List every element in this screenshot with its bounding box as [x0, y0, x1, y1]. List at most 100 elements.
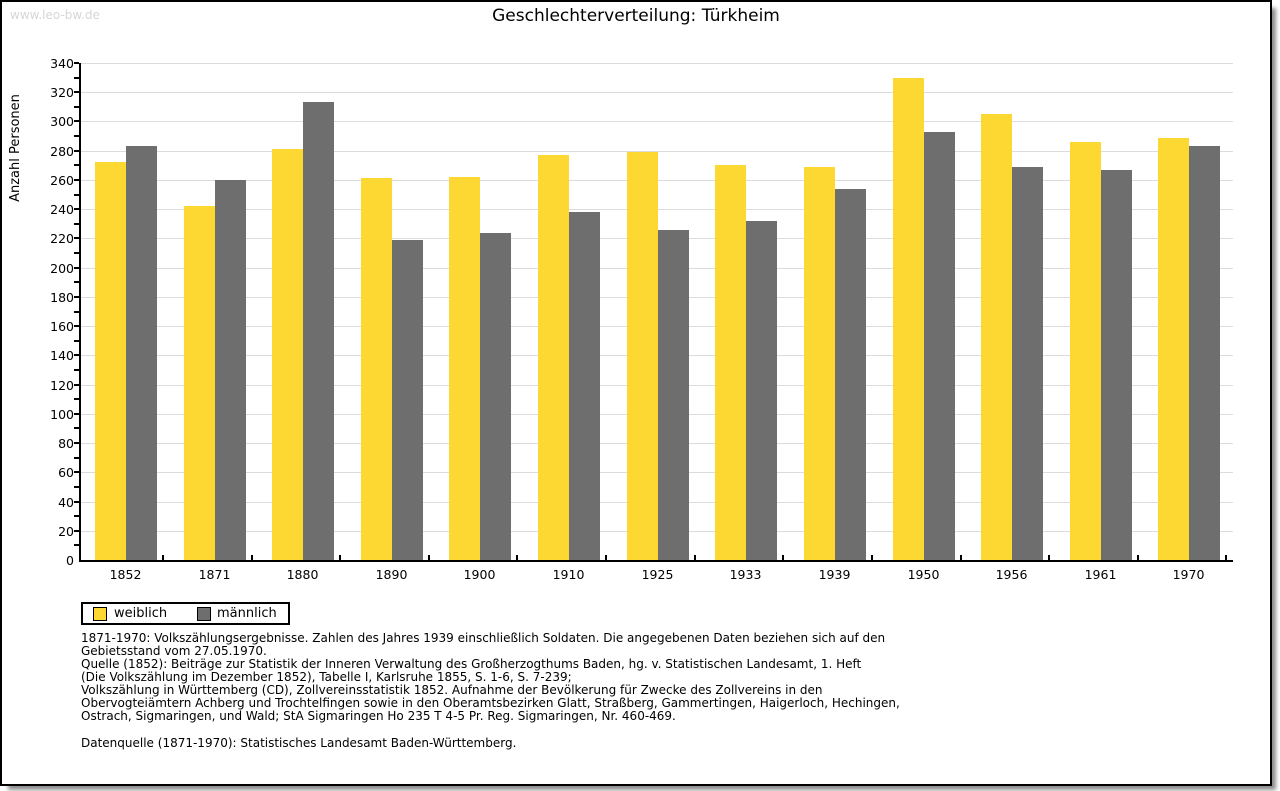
y-axis-tick — [74, 252, 79, 254]
bar-weiblich-1961 — [1070, 142, 1101, 560]
footnote-line: Quelle (1852): Beiträge zur Statistik de… — [81, 657, 862, 671]
y-axis-tick — [74, 150, 79, 152]
bar-männlich-1970 — [1189, 146, 1220, 560]
y-axis-tick — [74, 267, 79, 269]
x-axis-label-1852: 1852 — [109, 567, 142, 582]
chart-title: Geschlechterverteilung: Türkheim — [492, 6, 780, 26]
x-axis-label-1880: 1880 — [286, 567, 319, 582]
x-axis-label-1900: 1900 — [463, 567, 496, 582]
y-axis-tick — [74, 120, 79, 122]
bar-männlich-1939 — [835, 189, 866, 560]
y-axis-tick — [74, 311, 79, 313]
y-axis-tick-label: 20 — [58, 524, 74, 539]
y-axis-tick-label: 100 — [50, 407, 74, 422]
bar-männlich-1900 — [480, 233, 511, 560]
y-axis-tick — [74, 62, 79, 64]
y-axis-tick — [74, 223, 79, 225]
x-axis-tick — [339, 555, 341, 560]
y-axis-tick — [74, 281, 79, 283]
x-axis-label-1970: 1970 — [1172, 567, 1205, 582]
bar-männlich-1890 — [392, 240, 423, 560]
y-axis-tick-label: 320 — [50, 85, 74, 100]
x-axis-label-1890: 1890 — [375, 567, 408, 582]
y-axis-tick-label: 60 — [58, 465, 74, 480]
legend: weiblich männlich — [81, 602, 290, 625]
gridline — [81, 63, 1233, 64]
x-axis-label-1956: 1956 — [995, 567, 1028, 582]
y-axis-tick-label: 140 — [50, 348, 74, 363]
bar-weiblich-1890 — [361, 178, 392, 560]
bar-weiblich-1871 — [184, 206, 215, 560]
footnote-line: 1871-1970: Volkszählungsergebnisse. Zahl… — [81, 631, 886, 645]
y-axis-tick — [74, 91, 79, 93]
gridline — [81, 151, 1233, 152]
x-axis-tick — [1048, 555, 1050, 560]
x-axis-tick — [1225, 555, 1227, 560]
bar-männlich-1961 — [1101, 170, 1132, 560]
x-axis-tick — [251, 555, 253, 560]
y-axis-tick-label: 200 — [50, 261, 74, 276]
y-axis-tick — [74, 106, 79, 108]
y-axis-tick-label: 280 — [50, 144, 74, 159]
y-axis-tick — [74, 77, 79, 79]
y-axis-tick — [74, 135, 79, 137]
datenquelle-note: Datenquelle (1871-1970): Statistisches L… — [81, 736, 517, 750]
y-axis-tick — [74, 369, 79, 371]
y-axis-tick — [74, 296, 79, 298]
y-axis-tick — [74, 340, 79, 342]
y-axis-tick — [74, 515, 79, 517]
y-axis-tick — [74, 544, 79, 546]
bar-weiblich-1910 — [538, 155, 569, 560]
x-axis-tick — [960, 555, 962, 560]
watermark-leo-bw: www.leo-bw.de — [10, 8, 100, 22]
legend-label-weiblich: weiblich — [114, 606, 168, 621]
bar-weiblich-1933 — [715, 165, 746, 560]
y-axis-tick — [74, 427, 79, 429]
bar-weiblich-1956 — [981, 114, 1012, 560]
source-footnotes: 1871-1970: Volkszählungsergebnisse. Zahl… — [81, 632, 981, 723]
y-axis-tick — [74, 413, 79, 415]
x-axis-tick — [694, 555, 696, 560]
y-axis-tick — [74, 384, 79, 386]
y-axis-tick — [74, 501, 79, 503]
x-axis-label-1939: 1939 — [818, 567, 851, 582]
x-axis-tick — [1137, 555, 1139, 560]
bar-weiblich-1970 — [1158, 138, 1189, 560]
footnote-line: Obervogteiämtern Achberg und Trochtelfin… — [81, 696, 900, 710]
bar-männlich-1950 — [924, 132, 955, 560]
x-axis-tick — [428, 555, 430, 560]
bar-chart: 0 20 40 60 80 100 120 140 160 180 200 220 240 260 280 3… — [2, 2, 1270, 602]
bar-weiblich-1880 — [272, 149, 303, 560]
x-axis-label-1925: 1925 — [641, 567, 674, 582]
footnote-line: Gebietsstand vom 27.05.1970. — [81, 644, 267, 658]
bar-weiblich-1900 — [449, 177, 480, 560]
y-axis-tick — [74, 354, 79, 356]
y-axis-tick-label: 300 — [50, 114, 74, 129]
y-axis-tick-label: 160 — [50, 319, 74, 334]
x-axis-tick — [782, 555, 784, 560]
x-axis-label-1933: 1933 — [729, 567, 762, 582]
y-axis-tick-label: 40 — [58, 495, 74, 510]
y-axis-tick — [74, 208, 79, 210]
bar-männlich-1933 — [746, 221, 777, 560]
y-axis-tick-label: 0 — [66, 553, 74, 568]
legend-label-maennlich: männlich — [217, 606, 277, 621]
y-axis-tick-label: 220 — [50, 231, 74, 246]
x-axis-label-1871: 1871 — [198, 567, 231, 582]
y-axis-tick-label: 80 — [58, 436, 74, 451]
y-axis-tick — [74, 164, 79, 166]
y-axis-tick-label: 340 — [50, 56, 74, 71]
gridline — [81, 92, 1233, 93]
footnote-line: (Die Volkszählung im Dezember 1852), Tab… — [81, 670, 572, 684]
gridline — [81, 121, 1233, 122]
y-axis-tick — [74, 179, 79, 181]
x-axis-label-1950: 1950 — [907, 567, 940, 582]
y-axis-tick — [74, 325, 79, 327]
y-axis-tick — [74, 486, 79, 488]
x-axis-tick — [605, 555, 607, 560]
x-axis-tick — [162, 555, 164, 560]
y-axis-tick — [74, 471, 79, 473]
bar-männlich-1956 — [1012, 167, 1043, 560]
y-axis-tick — [74, 398, 79, 400]
